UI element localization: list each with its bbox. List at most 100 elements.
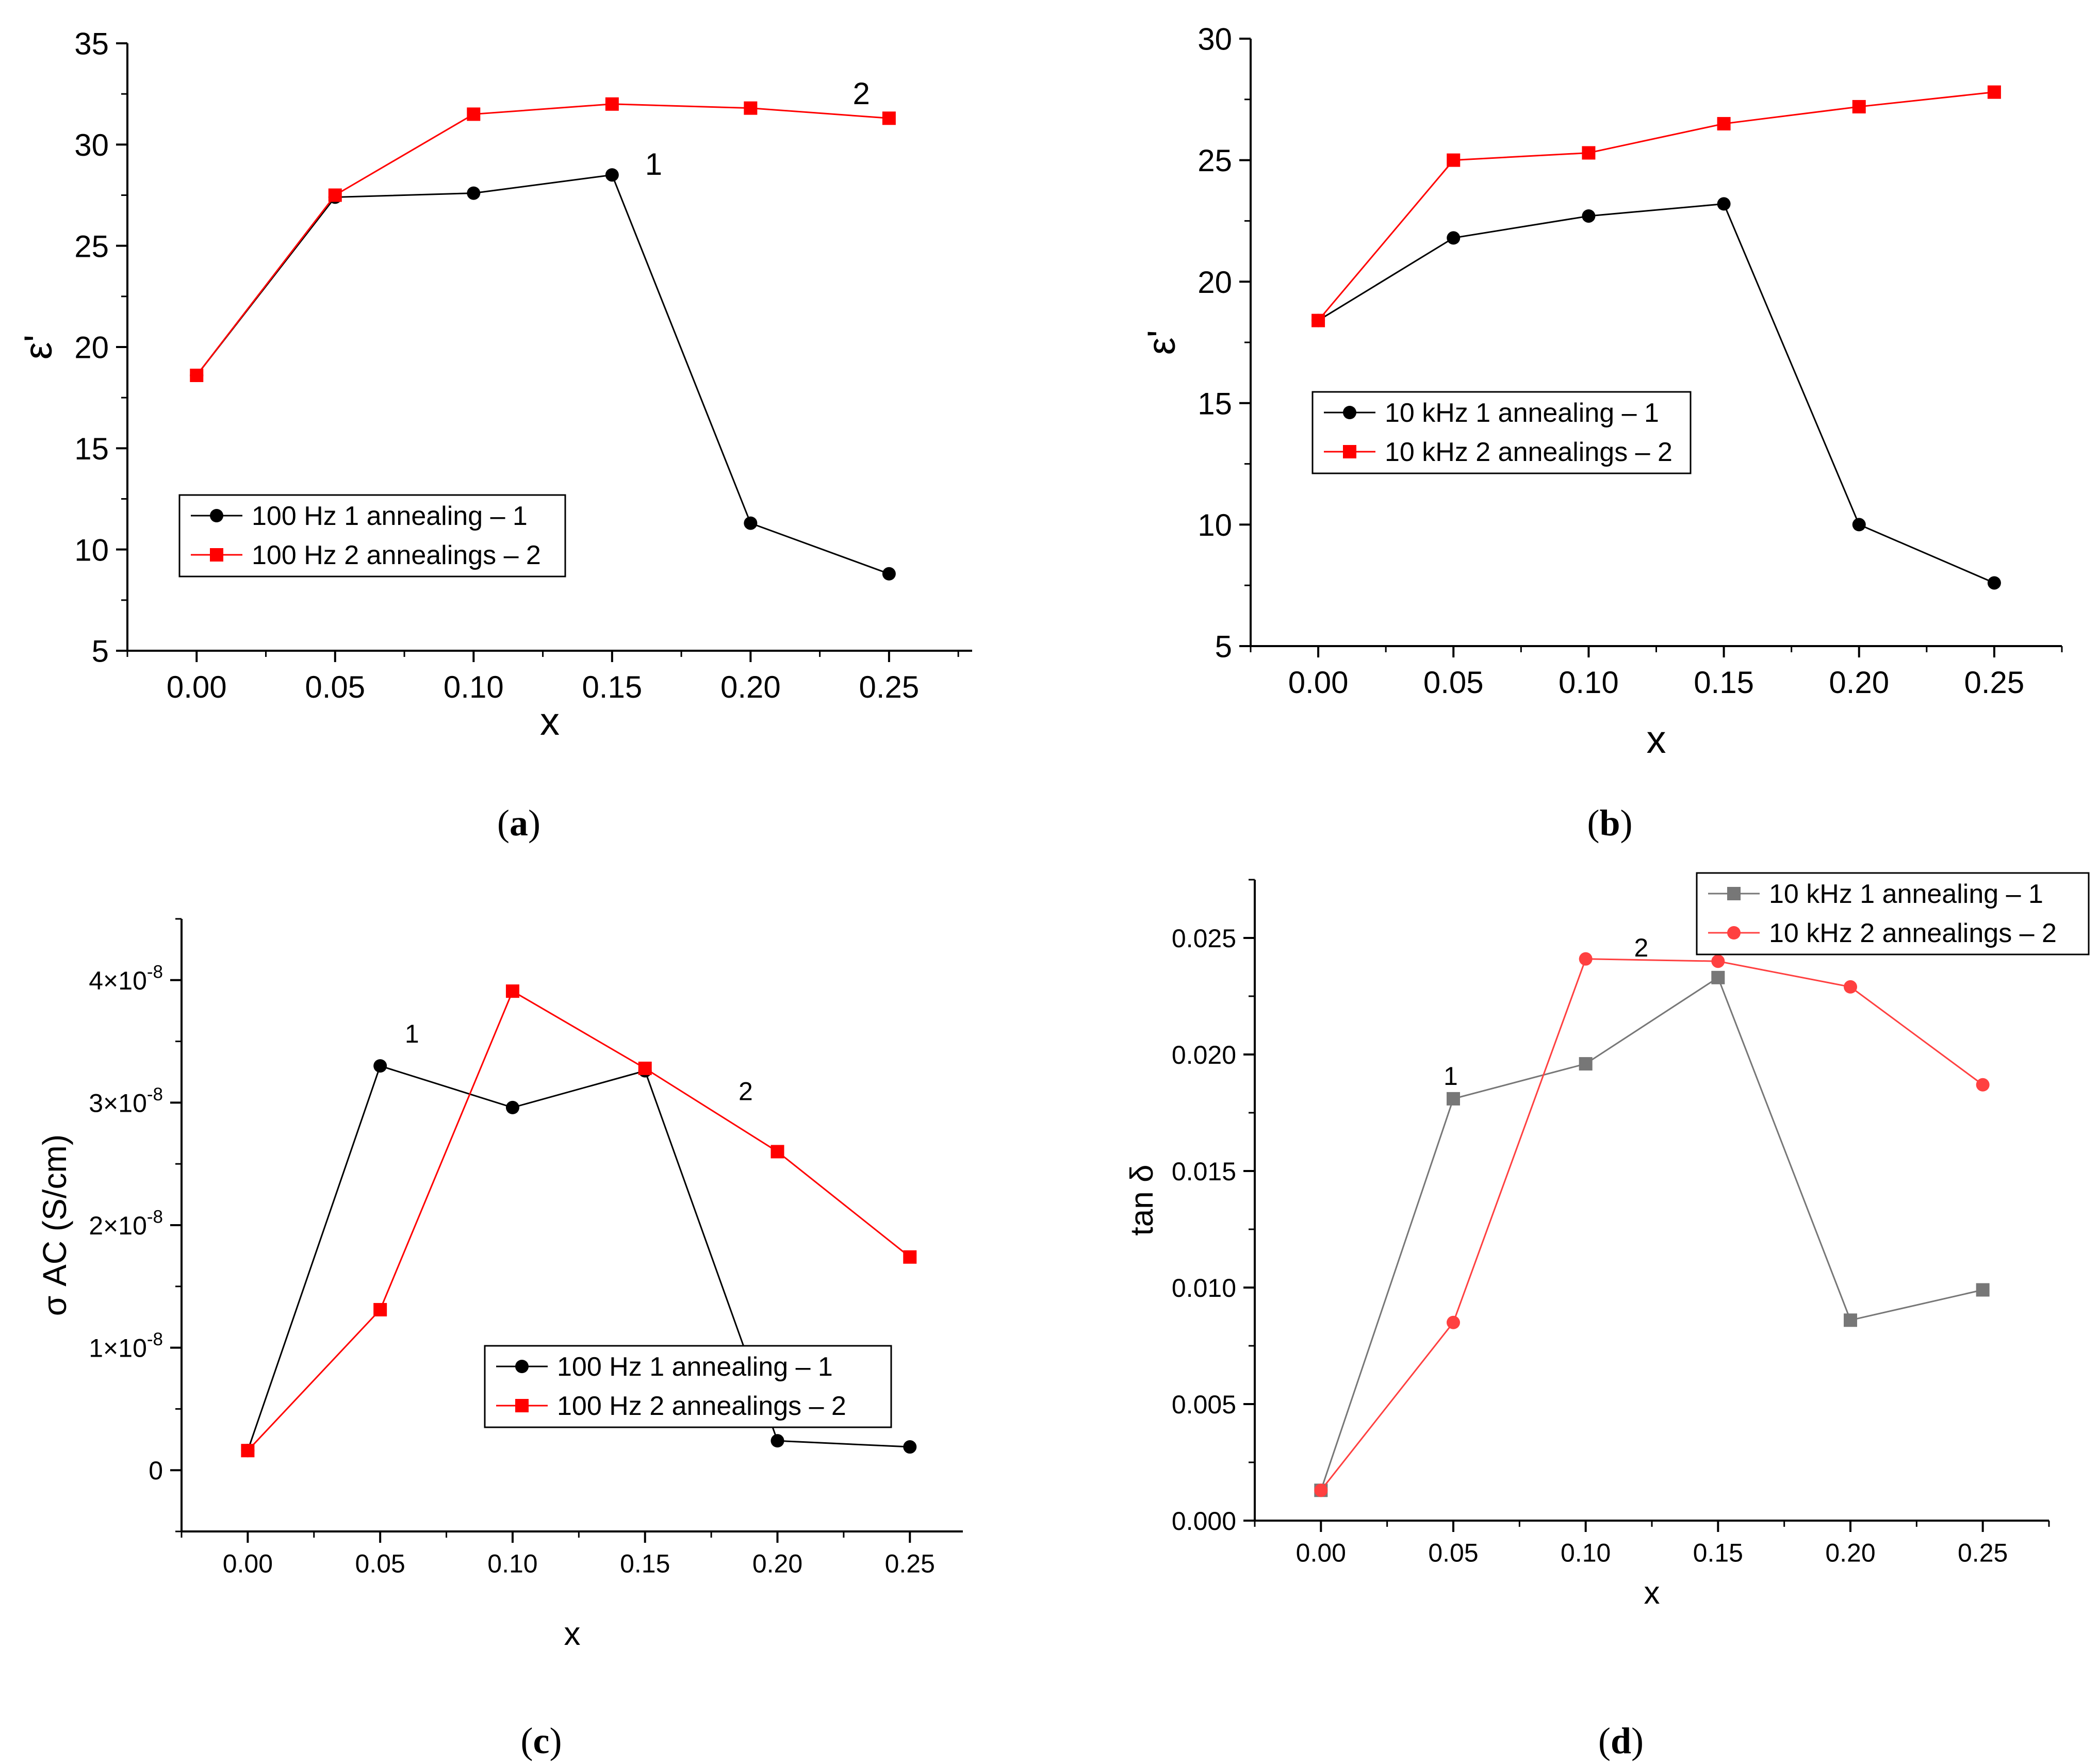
data-point: [1582, 209, 1596, 223]
data-point: [328, 188, 342, 202]
series-line-1: [1318, 203, 1995, 584]
data-point: [373, 1303, 387, 1316]
y-tick-label: 0.025: [1172, 924, 1236, 953]
x-axis-label: x: [564, 1615, 581, 1652]
panel-label: (a): [497, 802, 540, 844]
legend-box: [1696, 872, 2090, 955]
legend-label: 10 kHz 2 annealings – 2: [1769, 918, 2057, 948]
data-point: [1976, 1078, 1990, 1092]
chart-panel-b: 0.00 0.05 0.10 0.15 0.20 0.25 5 10 15 20 25 30 x ε' 10…: [1140, 22, 2063, 844]
data-point: [744, 516, 758, 530]
x-tick-label: 0.25: [1964, 665, 2025, 700]
panel-label: (c): [521, 1720, 562, 1761]
y-tick-label: 4×10-8: [89, 962, 163, 995]
y-tick-label: 25: [1198, 143, 1232, 178]
legend-label: 10 kHz 2 annealings – 2: [1385, 437, 1672, 467]
data-point: [1711, 970, 1725, 984]
legend: 100 Hz 1 annealing – 1 100 Hz 2 annealing…: [484, 1345, 892, 1428]
legend-marker: [1727, 887, 1741, 900]
data-point: [1717, 197, 1731, 211]
data-point: [638, 1061, 652, 1075]
x-tick-label: 0.05: [305, 670, 365, 704]
x-tick-label: 0.00: [223, 1549, 273, 1578]
x-tick-label: 0.25: [859, 670, 919, 704]
x-tick-label: 0.20: [1825, 1539, 1875, 1568]
y-axis-label: ε': [1140, 330, 1184, 355]
legend-box: [1311, 391, 1692, 474]
legend-marker: [515, 1399, 529, 1412]
annotation-label: 2: [739, 1077, 753, 1106]
data-point: [903, 1440, 917, 1454]
data-point: [467, 186, 481, 200]
data-point: [1582, 146, 1596, 160]
y-tick-label: 20: [1198, 265, 1232, 300]
x-axis-label: x: [1644, 1575, 1660, 1611]
x-tick-label: 0.25: [885, 1549, 935, 1578]
legend-marker: [210, 548, 223, 562]
y-tick-label: 10: [74, 533, 109, 567]
x-tick-label: 0.10: [444, 670, 504, 704]
data-point: [770, 1145, 784, 1159]
y-tick-label: 1×10-8: [89, 1329, 163, 1363]
legend-marker: [1343, 406, 1356, 419]
panel-label: (d): [1598, 1720, 1644, 1761]
data-point: [241, 1444, 255, 1458]
legend-label: 100 Hz 2 annealings – 2: [252, 540, 541, 570]
data-point: [1987, 576, 2001, 590]
y-tick-label: 0.010: [1172, 1274, 1236, 1303]
legend-marker: [1343, 445, 1356, 458]
y-tick-label: 2×10-8: [89, 1207, 163, 1241]
x-tick-label: 0.05: [1428, 1539, 1478, 1568]
x-tick-label: 0.10: [487, 1549, 537, 1578]
data-point: [1447, 1315, 1460, 1329]
chart-panel-d: 0.00 0.05 0.10 0.15 0.20 0.25 0.000 0.005 0.010 0…: [1124, 872, 2090, 1761]
x-tick-label: 0.15: [582, 670, 642, 704]
y-axis-label: ε': [17, 335, 60, 359]
annotation-label: 1: [645, 147, 662, 182]
data-point: [467, 107, 481, 121]
x-tick-label: 0.20: [720, 670, 781, 704]
legend-marker: [210, 509, 223, 522]
data-point: [1579, 1057, 1593, 1071]
data-point: [744, 101, 758, 115]
legend-label: 100 Hz 1 annealing – 1: [252, 501, 528, 531]
legend-label: 100 Hz 1 annealing – 1: [557, 1352, 833, 1382]
series-line-2: [1320, 958, 1983, 1491]
data-point: [1711, 954, 1725, 968]
data-point: [1314, 1483, 1328, 1497]
series-line-1: [247, 1065, 910, 1451]
data-point: [190, 368, 204, 382]
x-axis-label: x: [540, 700, 560, 744]
annotation-label: 1: [405, 1019, 419, 1048]
data-point: [1844, 1313, 1857, 1327]
x-tick-label: 0.20: [1829, 665, 1889, 700]
data-point: [1976, 1283, 1990, 1297]
data-point: [1987, 85, 2001, 99]
x-tick-label: 0.10: [1561, 1539, 1611, 1568]
chart-panel-a: 0.00 0.05 0.10 0.15 0.20 0.25 5 10 15 20 25 30 35 x ε'…: [17, 27, 972, 844]
x-tick-label: 0.05: [1423, 665, 1484, 700]
y-tick-label: 35: [74, 27, 109, 61]
y-axis-label: tan δ: [1124, 1165, 1160, 1236]
legend-label: 10 kHz 1 annealing – 1: [1769, 879, 2043, 909]
data-point: [505, 1100, 519, 1114]
y-tick-label: 5: [1215, 630, 1232, 664]
legend-label: 100 Hz 2 annealings – 2: [557, 1391, 846, 1421]
y-tick-label: 30: [1198, 22, 1232, 57]
data-point: [1447, 231, 1461, 245]
x-tick-label: 0.15: [1694, 665, 1754, 700]
x-tick-label: 0.00: [1296, 1539, 1346, 1568]
x-tick-label: 0.15: [1693, 1539, 1743, 1568]
series-line-1: [196, 174, 890, 575]
legend: 10 kHz 1 annealing – 1 10 kHz 2 annealing…: [1696, 872, 2090, 955]
y-tick-label: 0.005: [1172, 1390, 1236, 1419]
x-tick-label: 0.15: [620, 1549, 670, 1578]
data-point: [1311, 314, 1325, 327]
data-point: [1579, 952, 1593, 966]
data-point: [605, 168, 619, 182]
y-tick-label: 20: [74, 331, 109, 365]
y-tick-label: 15: [74, 432, 109, 466]
data-point: [770, 1434, 784, 1448]
data-point: [1447, 1092, 1460, 1106]
